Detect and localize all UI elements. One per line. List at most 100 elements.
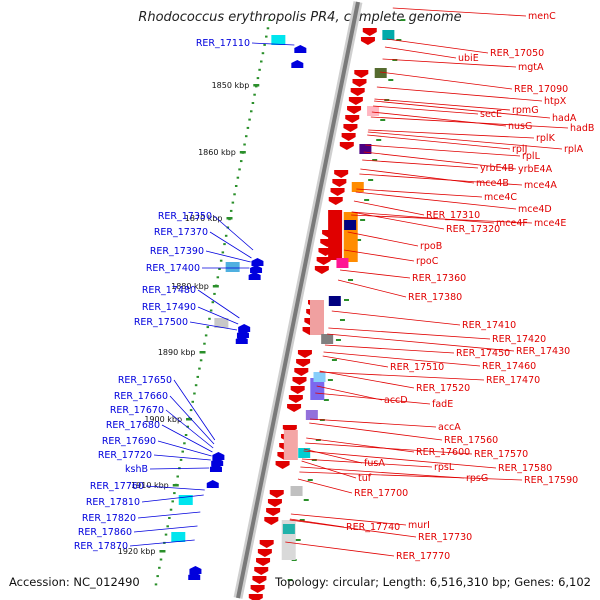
scale-tick-minor [206,326,210,329]
gene-label-hada[interactable]: hadA [552,113,577,124]
gene-label-kshb[interactable]: kshB [125,464,148,475]
gene-label-muri[interactable]: murI [408,520,430,531]
gene-label-rer-17580[interactable]: RER_17580 [498,463,552,474]
label-line-rer-17500 [189,321,238,331]
gene-label-sece[interactable]: secE [480,109,502,120]
gene-label-accd[interactable]: accD [384,395,408,406]
gene-label-rer-17650[interactable]: RER_17650 [118,375,172,386]
gene-label-mgta[interactable]: mgtA [518,62,544,73]
gene-label-rer-17470[interactable]: RER_17470 [486,375,540,386]
gene-label-fade[interactable]: fadE [432,399,453,410]
gene-label-rer-17380[interactable]: RER_17380 [408,292,462,303]
gene-label-rer-17870[interactable]: RER_17870 [74,541,128,552]
gene-label-tuf[interactable]: tuf [358,473,372,484]
minus-strand-gene-arrow [287,404,302,412]
gene-label-menc[interactable]: menC [528,11,556,22]
gene-label-rer-17720[interactable]: RER_17720 [98,450,152,461]
gene-label-rplj[interactable]: rplJ [512,144,527,155]
strand-tick [287,579,293,581]
gene-label-rer-17590[interactable]: RER_17590 [524,475,578,486]
label-line-rer-17110 [251,42,295,46]
gene-label-rer-17810[interactable]: RER_17810 [86,497,140,508]
gene-label-fusa[interactable]: fusA [364,458,385,469]
gene-label-rer-17360[interactable]: RER_17360 [412,273,466,284]
gene-label-mce4e[interactable]: mce4E [534,218,566,229]
label-line-hada [374,100,551,119]
minus-strand-gene-arrow [250,585,265,593]
gene-label-rplk[interactable]: rplK [536,133,556,144]
gene-label-rer-17700[interactable]: RER_17700 [354,488,408,499]
gene-label-mce4d[interactable]: mce4D [518,204,552,215]
gene-label-rer-17430[interactable]: RER_17430 [516,346,570,357]
gene-label-rpla[interactable]: rplA [564,144,584,155]
gene-label-rer-17500[interactable]: RER_17500 [134,317,188,328]
gene-label-rpll[interactable]: rplL [522,151,541,162]
gene-label-acca[interactable]: accA [438,422,461,433]
accession-footer: Accession: NC_012490 [9,575,140,589]
label-line-rer-17460 [323,351,481,367]
gene-label-rer-17460[interactable]: RER_17460 [482,361,536,372]
gene-label-rer-17480[interactable]: RER_17480 [142,285,196,296]
label-line-rpsl [301,458,433,468]
gene-label-yrbe4b[interactable]: yrbE4B [480,163,514,174]
gene-label-rer-17450[interactable]: RER_17450 [456,348,510,359]
gene-label-rer-17110[interactable]: RER_17110 [196,38,250,49]
gene-label-rer-17560[interactable]: RER_17560 [444,435,498,446]
gene-label-rpsg[interactable]: rpsG [466,473,488,484]
gene-labels: RER_17110 RER_17350 RER_17370 RER_17390 RER_… [74,11,595,562]
gene-label-rer-17090[interactable]: RER_17090 [514,84,568,95]
gene-label-rpmg[interactable]: rpmG [512,105,539,116]
gene-label-mce4a[interactable]: mce4A [524,180,557,191]
gene-label-rpsl[interactable]: rpsL [434,462,455,473]
gene-label-mce4c[interactable]: mce4C [484,192,517,203]
gene-label-rer-17670[interactable]: RER_17670 [110,405,164,416]
gene-label-rer-17740[interactable]: RER_17740 [346,522,400,533]
gene-label-rer-17310[interactable]: RER_17310 [426,210,480,221]
gene-label-rer-17760[interactable]: RER_17760 [90,481,144,492]
gene-label-rer-17770[interactable]: RER_17770 [396,551,450,562]
strand-tick [364,199,370,201]
gene-label-rer-17400[interactable]: RER_17400 [146,263,200,274]
gene-label-rer-17860[interactable]: RER_17860 [78,527,132,538]
minus-strand-gene-arrow [345,115,360,123]
gene-label-rpoc[interactable]: rpoC [416,256,439,267]
gene-label-yrbe4a[interactable]: yrbE4A [518,164,553,175]
gene-label-rer-17350[interactable]: RER_17350 [158,211,212,222]
gene-label-rer-17660[interactable]: RER_17660 [114,391,168,402]
gene-label-rer-17410[interactable]: RER_17410 [462,320,516,331]
gene-label-rer-17490[interactable]: RER_17490 [142,302,196,313]
scale-tick-minor [265,35,268,38]
minus-strand-gene-arrow [290,386,305,394]
gene-label-rer-17390[interactable]: RER_17390 [150,246,204,257]
gene-label-rer-17600[interactable]: RER_17600 [416,447,470,458]
gene-label-hadb[interactable]: hadB [570,123,594,134]
scale-tick-minor [243,143,246,146]
gene-label-rer-17690[interactable]: RER_17690 [102,436,156,447]
gene-label-mce4f[interactable]: mce4F [496,218,528,229]
scale-label: 1860 kbp [198,148,236,157]
scale-label: 1920 kbp [118,547,156,556]
gene-label-rer-17520[interactable]: RER_17520 [416,383,470,394]
gene-label-rer-17370[interactable]: RER_17370 [154,227,208,238]
gene-label-rer-17050[interactable]: RER_17050 [490,48,544,59]
gene-label-ubie[interactable]: ubiE [458,53,479,64]
gene-label-mce4b[interactable]: mce4B [476,178,509,189]
gene-label-nusg[interactable]: nusG [508,121,532,132]
gene-label-rer-17320[interactable]: RER_17320 [446,224,500,235]
strand-tick [400,19,406,21]
gene-label-rer-17420[interactable]: RER_17420 [492,334,546,345]
label-line-rer-17590 [299,471,523,481]
gene-block [298,448,311,458]
scale-tick-minor [171,500,174,503]
gene-label-rer-17730[interactable]: RER_17730 [418,532,472,543]
gene-label-rer-17570[interactable]: RER_17570 [474,449,528,460]
gene-label-rpob[interactable]: rpoB [420,241,442,252]
scale-tick-minor [213,292,216,295]
gene-label-rer-17680[interactable]: RER_17680 [106,420,160,431]
gene-label-rer-17510[interactable]: RER_17510 [390,362,444,373]
gene-label-htpx[interactable]: htpX [544,96,567,107]
label-line-rer-17410 [331,310,461,326]
scale-tick-minor [198,367,201,370]
gene-label-rer-17820[interactable]: RER_17820 [82,513,136,524]
